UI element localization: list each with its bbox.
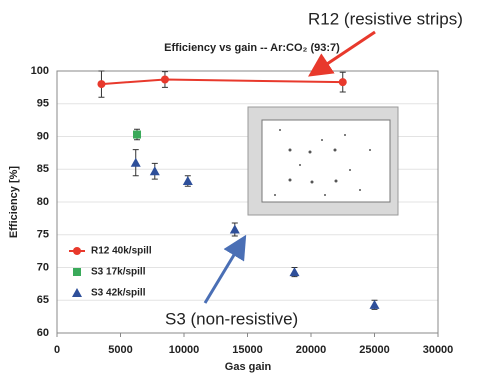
- chart-title: Efficiency vs gain -- Ar:CO₂ (93:7): [164, 42, 340, 54]
- legend-marker: [73, 247, 81, 255]
- inset-image: [248, 107, 398, 215]
- legend-label: S3 42k/spill: [91, 288, 146, 299]
- x-axis-label: Gas gain: [225, 361, 272, 373]
- point: [183, 176, 193, 185]
- annotation: S3 (non-resistive): [165, 309, 298, 328]
- x-tick-label: 15000: [232, 344, 263, 356]
- chart: Efficiency vs gain -- Ar:CO₂ (93:7) Gas …: [0, 0, 477, 378]
- legend-marker: [73, 268, 81, 276]
- annotation: R12 (resistive strips): [308, 9, 463, 28]
- legend-label: S3 17k/spill: [91, 267, 146, 278]
- point: [133, 131, 141, 139]
- annotation-arrow: [205, 245, 240, 303]
- y-tick-label: 80: [37, 196, 49, 208]
- legend-marker: [72, 288, 82, 297]
- point: [150, 166, 160, 175]
- point: [370, 300, 380, 309]
- y-tick-label: 70: [37, 261, 49, 273]
- y-tick-label: 90: [37, 130, 49, 142]
- x-tick-label: 30000: [423, 344, 454, 356]
- x-tick-label: 25000: [359, 344, 390, 356]
- x-tick-label: 10000: [169, 344, 200, 356]
- y-tick-label: 100: [31, 65, 49, 77]
- point: [161, 76, 169, 84]
- point: [289, 267, 299, 276]
- x-tick-label: 5000: [108, 344, 132, 356]
- x-tick-label: 20000: [296, 344, 327, 356]
- legend-label: R12 40k/spill: [91, 246, 152, 257]
- x-tick-label: 0: [54, 344, 60, 356]
- point: [97, 80, 105, 88]
- y-tick-label: 75: [37, 229, 49, 241]
- point: [339, 78, 347, 86]
- series-line: [101, 80, 342, 85]
- y-tick-label: 85: [37, 163, 49, 175]
- y-tick-label: 60: [37, 327, 49, 339]
- y-axis-label: Efficiency [%]: [8, 166, 20, 238]
- y-tick-label: 95: [37, 98, 49, 110]
- point: [230, 225, 240, 234]
- point: [131, 158, 141, 167]
- y-tick-label: 65: [37, 294, 49, 306]
